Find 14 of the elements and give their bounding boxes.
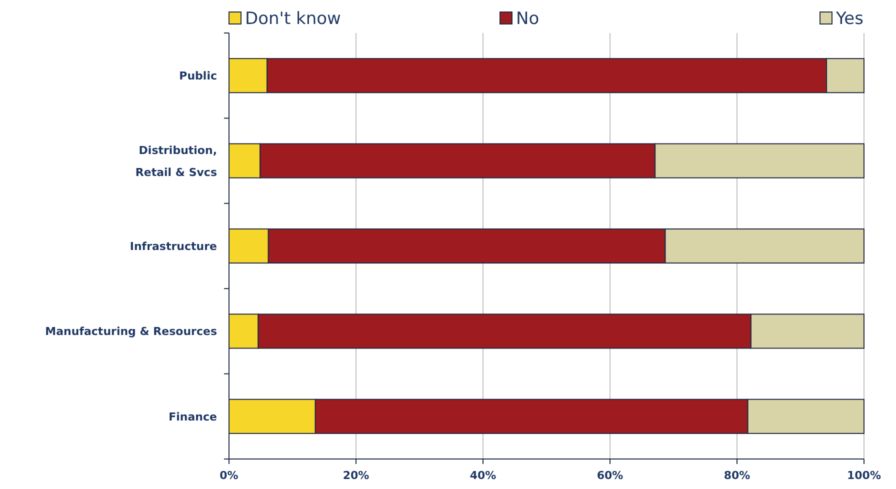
y-tick-label: Finance — [168, 410, 217, 424]
legend-label: No — [516, 9, 540, 29]
y-tick-label: Public — [179, 70, 217, 83]
x-tick-label: 80% — [724, 469, 750, 482]
x-tick-label: 60% — [596, 469, 624, 482]
legend-label: Yes — [835, 9, 864, 29]
x-tick-label: 100% — [847, 469, 881, 482]
y-tick-label: Distribution, Retail & Svcs — [135, 144, 218, 179]
y-tick-label: Manufacturing & Resources — [45, 325, 218, 338]
legend-label: Don't know — [245, 9, 342, 29]
x-tick-label: 40% — [470, 469, 496, 482]
y-tick-label: Infrastructure — [130, 240, 217, 253]
x-tick-label: 0% — [220, 469, 238, 482]
x-tick-label: 20% — [342, 469, 370, 482]
